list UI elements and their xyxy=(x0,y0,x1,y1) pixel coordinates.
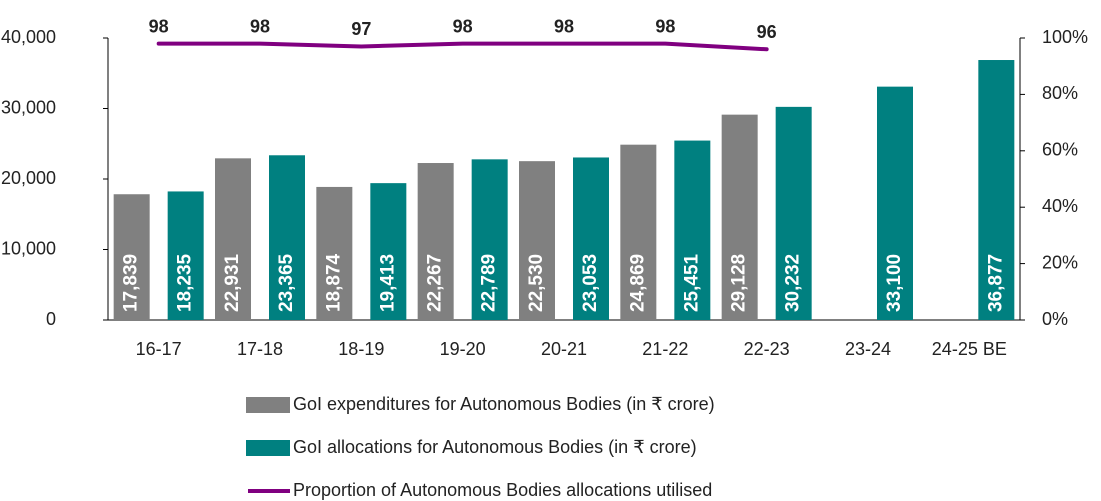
bar xyxy=(471,159,508,320)
bar-label: 24,869 xyxy=(627,254,648,312)
x-tick-label: 19-20 xyxy=(440,339,486,359)
legend-swatch xyxy=(246,440,290,456)
line-label: 96 xyxy=(757,22,777,42)
y-tick-label: 40,000 xyxy=(1,27,56,47)
line-label: 97 xyxy=(351,19,371,39)
y-tick-label: 30,000 xyxy=(1,97,56,117)
y2-tick-label: 20% xyxy=(1042,252,1078,272)
bar-label: 18,874 xyxy=(323,253,344,312)
bar xyxy=(113,194,150,320)
bar xyxy=(620,144,657,320)
line-label: 98 xyxy=(149,16,169,36)
bar xyxy=(674,140,711,320)
bar xyxy=(215,158,251,320)
legend-label: GoI expenditures for Autonomous Bodies (… xyxy=(293,394,715,414)
bar-label: 29,128 xyxy=(729,254,750,312)
bar-label: 36,877 xyxy=(985,254,1006,312)
bar xyxy=(877,86,913,321)
y-tick-label: 20,000 xyxy=(1,168,56,188)
bar-label: 22,530 xyxy=(526,254,547,312)
x-tick-label: 24-25 BE xyxy=(932,339,1007,359)
bar xyxy=(316,186,353,320)
bar xyxy=(573,157,609,320)
bar-label: 22,931 xyxy=(222,253,243,312)
bar-label: 17,839 xyxy=(121,254,142,312)
bar xyxy=(269,155,305,320)
bar xyxy=(775,106,812,320)
line-label: 98 xyxy=(655,16,675,36)
x-tick-label: 21-22 xyxy=(642,339,688,359)
bar-label: 23,053 xyxy=(580,254,601,312)
bar xyxy=(519,161,555,320)
y-tick-label: 0 xyxy=(46,309,56,329)
bar xyxy=(370,183,407,320)
bar xyxy=(167,191,204,320)
x-tick-label: 17-18 xyxy=(237,339,283,359)
y-tick-label: 10,000 xyxy=(1,238,56,258)
y2-tick-label: 60% xyxy=(1042,140,1078,160)
line-label: 98 xyxy=(453,16,473,36)
bar xyxy=(417,163,454,320)
x-tick-label: 23-24 xyxy=(845,339,891,359)
x-tick-label: 18-19 xyxy=(338,339,384,359)
line-label: 98 xyxy=(554,16,574,36)
bar-label: 22,789 xyxy=(479,254,500,312)
bar-label: 19,413 xyxy=(377,254,398,312)
line xyxy=(156,41,769,52)
bar-label: 30,232 xyxy=(783,254,804,312)
legend-label: GoI allocations for Autonomous Bodies (i… xyxy=(293,437,697,457)
bar xyxy=(978,60,1015,320)
legend-label: Proportion of Autonomous Bodies allocati… xyxy=(293,480,712,500)
bar-label: 33,100 xyxy=(884,254,905,312)
x-tick-label: 20-21 xyxy=(541,339,587,359)
y2-tick-label: 40% xyxy=(1042,196,1078,216)
legend-swatch xyxy=(246,397,290,413)
bar-label: 22,267 xyxy=(425,254,446,312)
y2-tick-label: 80% xyxy=(1042,83,1078,103)
bar-label: 25,451 xyxy=(681,253,702,312)
x-tick-label: 22-23 xyxy=(744,339,790,359)
y2-tick-label: 100% xyxy=(1042,27,1088,47)
line-label: 98 xyxy=(250,16,270,36)
bar-label: 23,365 xyxy=(276,253,297,312)
bar xyxy=(721,114,758,320)
x-tick-label: 16-17 xyxy=(136,339,182,359)
bar-label: 18,235 xyxy=(175,253,196,312)
y2-tick-label: 0% xyxy=(1042,309,1068,329)
